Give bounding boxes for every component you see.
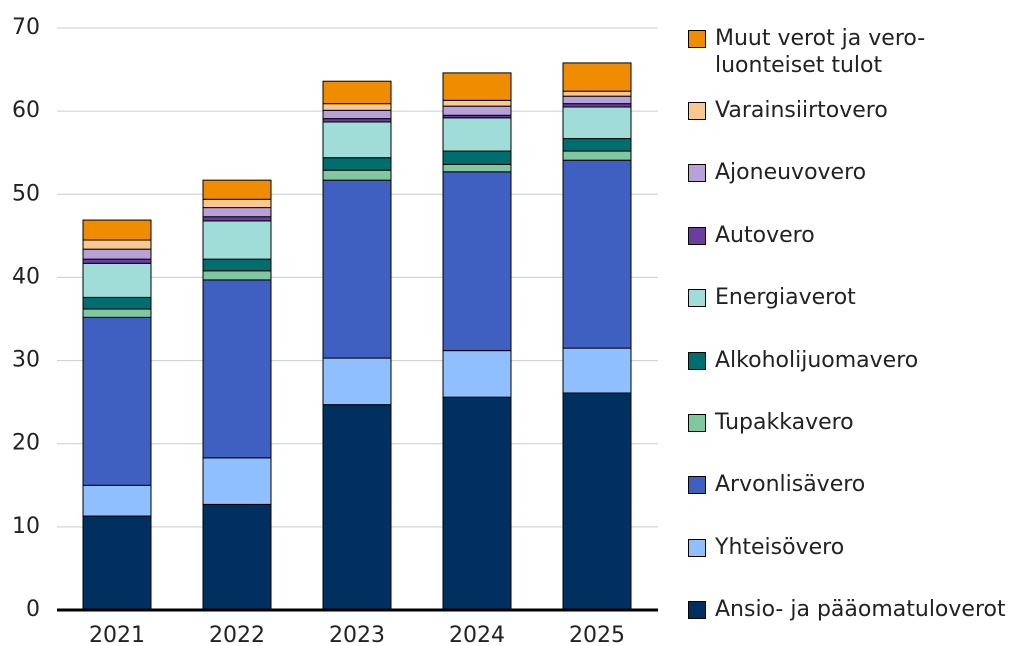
bar-segment	[322, 404, 392, 611]
legend-item: Yhteisövero	[688, 534, 1018, 561]
bar-segment	[202, 216, 272, 222]
bar-segment	[202, 279, 272, 459]
bar-segment	[442, 105, 512, 116]
bar-segment	[322, 169, 392, 181]
bar-segment	[82, 248, 152, 260]
bar-segment	[442, 171, 512, 352]
bar-segment	[562, 90, 632, 97]
legend-swatch	[688, 351, 706, 370]
legend-swatch	[688, 289, 706, 308]
legend-label: Muut verot ja vero-luonteiset tulot	[715, 26, 926, 78]
legend-swatch	[688, 476, 706, 495]
legend-item: Alkoholijuomavero	[688, 347, 1018, 374]
bar-segment	[442, 117, 512, 152]
bar-segment	[202, 258, 272, 272]
legend-item: Arvonlisävero	[688, 471, 1018, 498]
legend-label: Arvonlisävero	[715, 472, 866, 498]
bar-segment	[442, 396, 512, 611]
y-tick-label: 0	[26, 597, 40, 622]
x-tick-label: 2021	[89, 623, 145, 646]
bar-segment	[562, 159, 632, 349]
bar-segment	[322, 357, 392, 406]
bar-segment	[82, 515, 152, 611]
bar-segment	[82, 296, 152, 310]
legend-item: Ansio- ja pääomatuloverot	[688, 596, 1018, 623]
legend-swatch	[688, 414, 706, 432]
legend-label: Ansio- ja pääomatuloverot	[715, 597, 1006, 623]
bar-segment	[202, 457, 272, 505]
legend-label: Alkoholijuomavero	[715, 347, 919, 373]
y-tick-label: 70	[12, 15, 40, 40]
bar-segment	[82, 262, 152, 298]
legend-label: Yhteisövero	[715, 534, 845, 560]
bar-segment	[82, 239, 152, 250]
legend-swatch	[688, 226, 706, 245]
y-tick-label: 30	[12, 348, 40, 373]
x-tick-label: 2022	[209, 623, 265, 646]
x-tick-label: 2025	[569, 623, 625, 646]
bar-segment	[562, 106, 632, 140]
legend-label: Tupakkavero	[715, 410, 854, 435]
bar-segment	[442, 99, 512, 107]
legend-label: Autovero	[715, 222, 815, 248]
y-tick-label: 20	[12, 431, 40, 456]
y-tick-label: 40	[12, 264, 40, 289]
bar-segment	[82, 308, 152, 318]
bar-segment	[562, 138, 632, 152]
bar-segment	[562, 347, 632, 394]
bar-segment	[562, 150, 632, 161]
legend-item: Autovero	[688, 222, 1018, 249]
legend-label: Ajoneuvovero	[715, 160, 867, 186]
legend-label: Varainsiirtovero	[715, 98, 888, 123]
legend-swatch	[688, 30, 706, 48]
bar-segment	[442, 350, 512, 398]
bar-segment	[442, 150, 512, 165]
bar-segment	[442, 163, 512, 173]
bar-segment	[322, 157, 392, 171]
bar-segment	[82, 258, 152, 264]
legend-item: Energiaverot	[688, 284, 1018, 311]
legend-item: Muut verot ja vero-luonteiset tulot	[688, 25, 1018, 79]
bar-segment	[202, 270, 272, 281]
bar-segment	[202, 220, 272, 260]
x-tick-label: 2023	[329, 623, 385, 646]
y-tick-label: 60	[12, 98, 40, 123]
bar-segment	[202, 179, 272, 200]
legend-item: Tupakkavero	[688, 409, 1018, 436]
bar-segment	[202, 198, 272, 209]
bar-segment	[82, 316, 152, 486]
bar-segment	[82, 484, 152, 517]
bar-segment	[322, 109, 392, 120]
legend-swatch	[688, 102, 706, 120]
y-tick-label: 10	[12, 514, 40, 539]
legend-swatch	[688, 164, 706, 183]
legend-swatch	[688, 538, 706, 557]
bar-segment	[322, 121, 392, 159]
bar-segment	[562, 95, 632, 105]
legend-label: Energiaverot	[715, 285, 856, 311]
legend-item: Varainsiirtovero	[688, 97, 1018, 124]
bar-segment	[202, 207, 272, 218]
legend-item: Ajoneuvovero	[688, 159, 1018, 186]
bar-segment	[322, 103, 392, 111]
bar-segment	[82, 219, 152, 241]
bar-segment	[442, 72, 512, 101]
bar-segment	[202, 503, 272, 611]
x-tick-label: 2024	[449, 623, 505, 646]
bar-segment	[562, 62, 632, 92]
y-tick-label: 50	[12, 181, 40, 206]
bar-segment	[562, 392, 632, 611]
bar-segment	[322, 80, 392, 105]
legend-swatch	[688, 601, 706, 620]
bar-segment	[322, 179, 392, 359]
